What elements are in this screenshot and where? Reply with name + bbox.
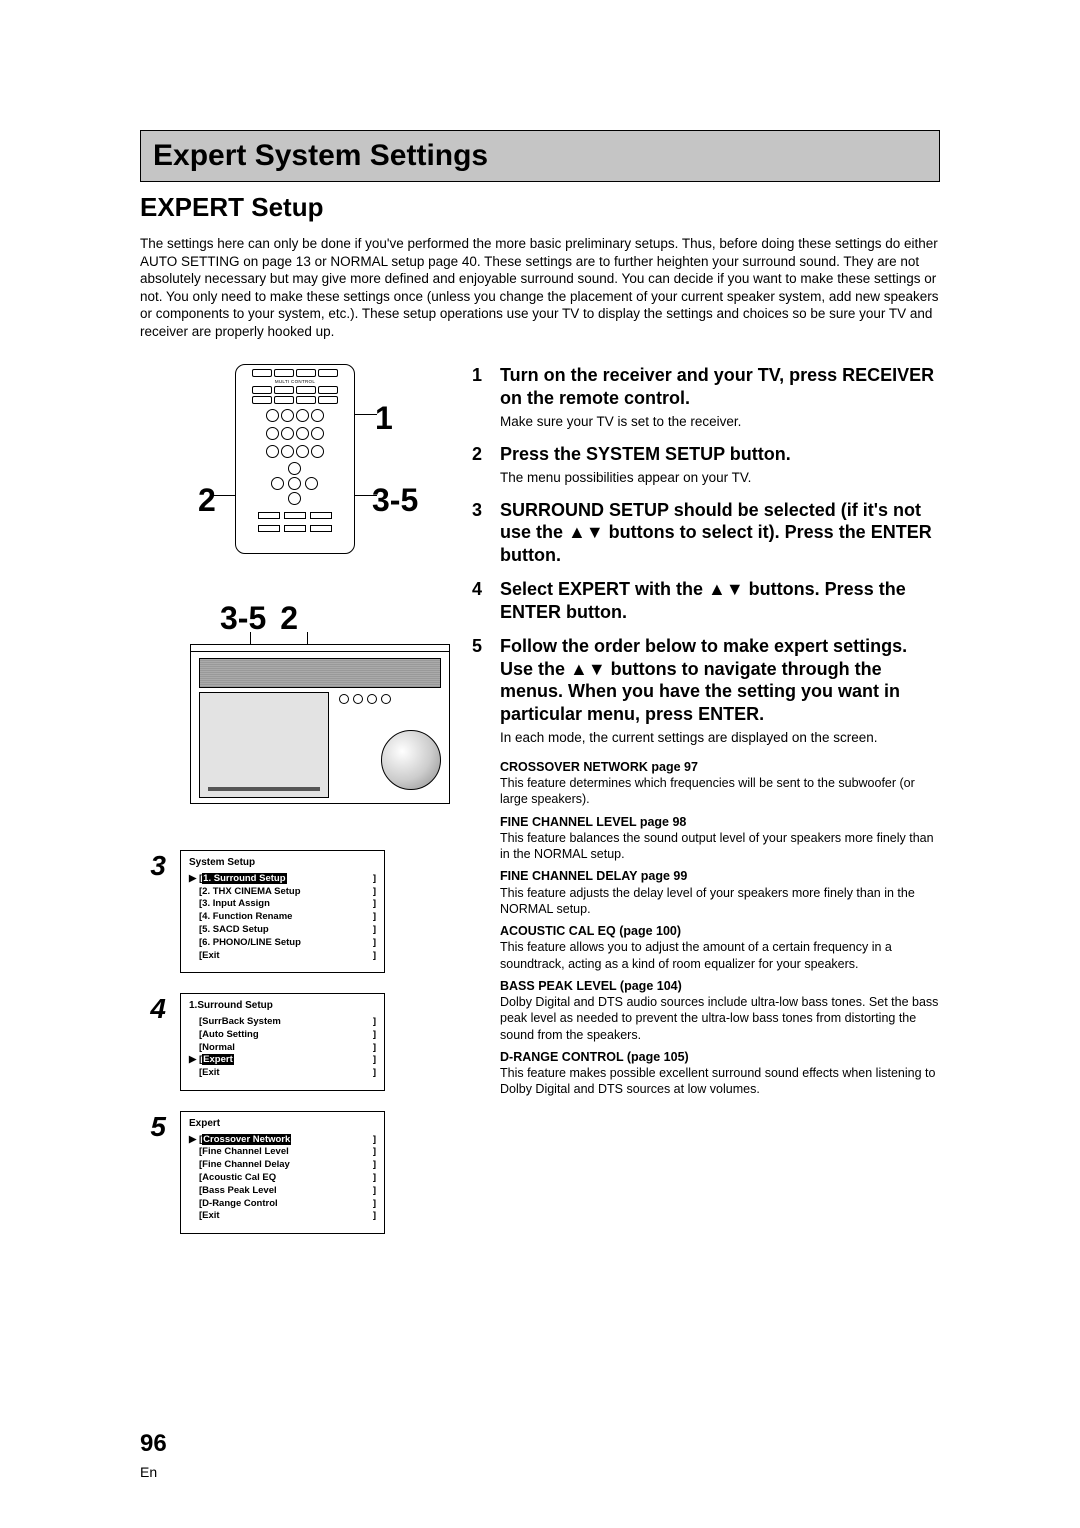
step-heading: 2 Press the SYSTEM SETUP button. (472, 443, 940, 466)
menu-step-number: 5 (140, 1111, 166, 1143)
menu-block-4: 4 1.Surround Setup [ SurrBack System][ Aut… (140, 993, 440, 1091)
step-title: Select EXPERT with the ▲▼ buttons. Press… (500, 578, 940, 623)
feature-desc: This feature makes possible excellent su… (500, 1065, 940, 1098)
step-body: Make sure your TV is set to the receiver… (500, 413, 940, 431)
receiver-callout-a: 3-5 (220, 600, 266, 637)
osd-item: [ 2. THX CINEMA Setup] (189, 886, 376, 899)
osd-item: [ 6. PHONO/LINE Setup] (189, 937, 376, 950)
step-title: Follow the order below to make expert se… (500, 635, 940, 725)
feature-title: FINE CHANNEL DELAY page 99 (500, 868, 940, 884)
feature-title: FINE CHANNEL LEVEL page 98 (500, 814, 940, 830)
step-2: 2 Press the SYSTEM SETUP button. The menu … (472, 443, 940, 487)
menu-step-number: 3 (140, 850, 166, 882)
step-3: 3SURROUND SETUP should be selected (if i… (472, 499, 940, 567)
step-title: SURROUND SETUP should be selected (if it… (500, 499, 940, 567)
section-subtitle: EXPERT Setup (140, 192, 940, 223)
step-number: 1 (472, 364, 490, 409)
step-body: The menu possibilities appear on your TV… (500, 469, 940, 487)
feature-desc: This feature determines which frequencie… (500, 775, 940, 808)
osd-screen: Expert▶[ Crossover Network ][ Fine Chann… (180, 1111, 385, 1234)
step-1: 1Turn on the receiver and your TV, press… (472, 364, 940, 431)
menu-block-3: 3 System Setup ▶[ 1. Surround Setup ][ 2. … (140, 850, 440, 973)
osd-item: [ Auto Setting] (189, 1029, 376, 1042)
step-4: 4Select EXPERT with the ▲▼ buttons. Pres… (472, 578, 940, 623)
menu-block-5: 5Expert▶[ Crossover Network ][ Fine Chan… (140, 1111, 440, 1234)
step-title: Press the SYSTEM SETUP button. (500, 443, 791, 466)
feature-title: CROSSOVER NETWORK page 97 (500, 759, 940, 775)
remote-outline: MULTI CONTROL (235, 364, 355, 554)
osd-item: [ SurrBack System] (189, 1016, 376, 1029)
step-number: 5 (472, 635, 490, 725)
step-heading: 5Follow the order below to make expert s… (472, 635, 940, 725)
osd-item: [ 5. SACD Setup] (189, 924, 376, 937)
osd-item: [ Exit] (189, 1067, 376, 1080)
osd-item: ▶[ 1. Surround Setup ] (189, 873, 376, 886)
feature-desc: This feature adjusts the delay level of … (500, 885, 940, 918)
osd-item: [ Acoustic Cal EQ] (189, 1172, 376, 1185)
receiver-callout-b: 2 (280, 600, 298, 637)
remote-dpad (265, 462, 325, 506)
step-heading: 4Select EXPERT with the ▲▼ buttons. Pres… (472, 578, 940, 623)
osd-item: ▶[ Expert ] (189, 1054, 376, 1067)
multi-control-label: MULTI CONTROL (275, 379, 315, 384)
callout-2: 2 (198, 482, 216, 519)
osd-item: [ Exit] (189, 1210, 376, 1223)
osd-item: [ Fine Channel Level] (189, 1146, 376, 1159)
feature-desc: This feature allows you to adjust the am… (500, 939, 940, 972)
step-number: 2 (472, 443, 490, 466)
page-number: 96 (140, 1430, 167, 1458)
callout-3-5: 3-5 (372, 482, 418, 519)
feature-desc: Dolby Digital and DTS audio sources incl… (500, 994, 940, 1043)
osd-screen: 1.Surround Setup [ SurrBack System][ Auto… (180, 993, 385, 1091)
section-title-bar: Expert System Settings (140, 130, 940, 182)
step-title: Turn on the receiver and your TV, press … (500, 364, 940, 409)
step-5: 5Follow the order below to make expert s… (472, 635, 940, 747)
left-column: MULTI CONTROL 1 2 3-5 (140, 364, 440, 1234)
osd-screen: System Setup ▶[ 1. Surround Setup ][ 2. T… (180, 850, 385, 973)
osd-item: [ D-Range Control] (189, 1198, 376, 1211)
receiver-illustration: 3-5 2 (140, 600, 440, 830)
osd-title: Expert (189, 1117, 376, 1131)
feature-desc: This feature balances the sound output l… (500, 830, 940, 863)
menu-step-number: 4 (140, 993, 166, 1025)
callout-1: 1 (375, 400, 393, 437)
osd-item: [ Fine Channel Delay] (189, 1159, 376, 1172)
osd-menus: 3 System Setup ▶[ 1. Surround Setup ][ 2. … (140, 850, 440, 1234)
right-column: 1Turn on the receiver and your TV, press… (472, 364, 940, 1234)
osd-item: [ Bass Peak Level] (189, 1185, 376, 1198)
osd-item: [ 4. Function Rename] (189, 911, 376, 924)
osd-title: System Setup (189, 856, 376, 870)
step-number: 4 (472, 578, 490, 623)
feature-title: D-RANGE CONTROL (page 105) (500, 1049, 940, 1065)
osd-item: ▶[ Crossover Network ] (189, 1134, 376, 1147)
osd-title: 1.Surround Setup (189, 999, 376, 1013)
language-code: En (140, 1464, 157, 1480)
osd-item: [ Normal] (189, 1042, 376, 1055)
step-heading: 1Turn on the receiver and your TV, press… (472, 364, 940, 409)
osd-item: [ 3. Input Assign] (189, 898, 376, 911)
step-heading: 3SURROUND SETUP should be selected (if i… (472, 499, 940, 567)
remote-illustration: MULTI CONTROL 1 2 3-5 (140, 364, 440, 594)
step-body: In each mode, the current settings are d… (500, 729, 940, 747)
feature-title: ACOUSTIC CAL EQ (page 100) (500, 923, 940, 939)
feature-list: CROSSOVER NETWORK page 97This feature de… (500, 759, 940, 1098)
step-number: 3 (472, 499, 490, 567)
feature-title: BASS PEAK LEVEL (page 104) (500, 978, 940, 994)
osd-item: [ Exit] (189, 950, 376, 963)
intro-paragraph: The settings here can only be done if yo… (140, 235, 940, 340)
